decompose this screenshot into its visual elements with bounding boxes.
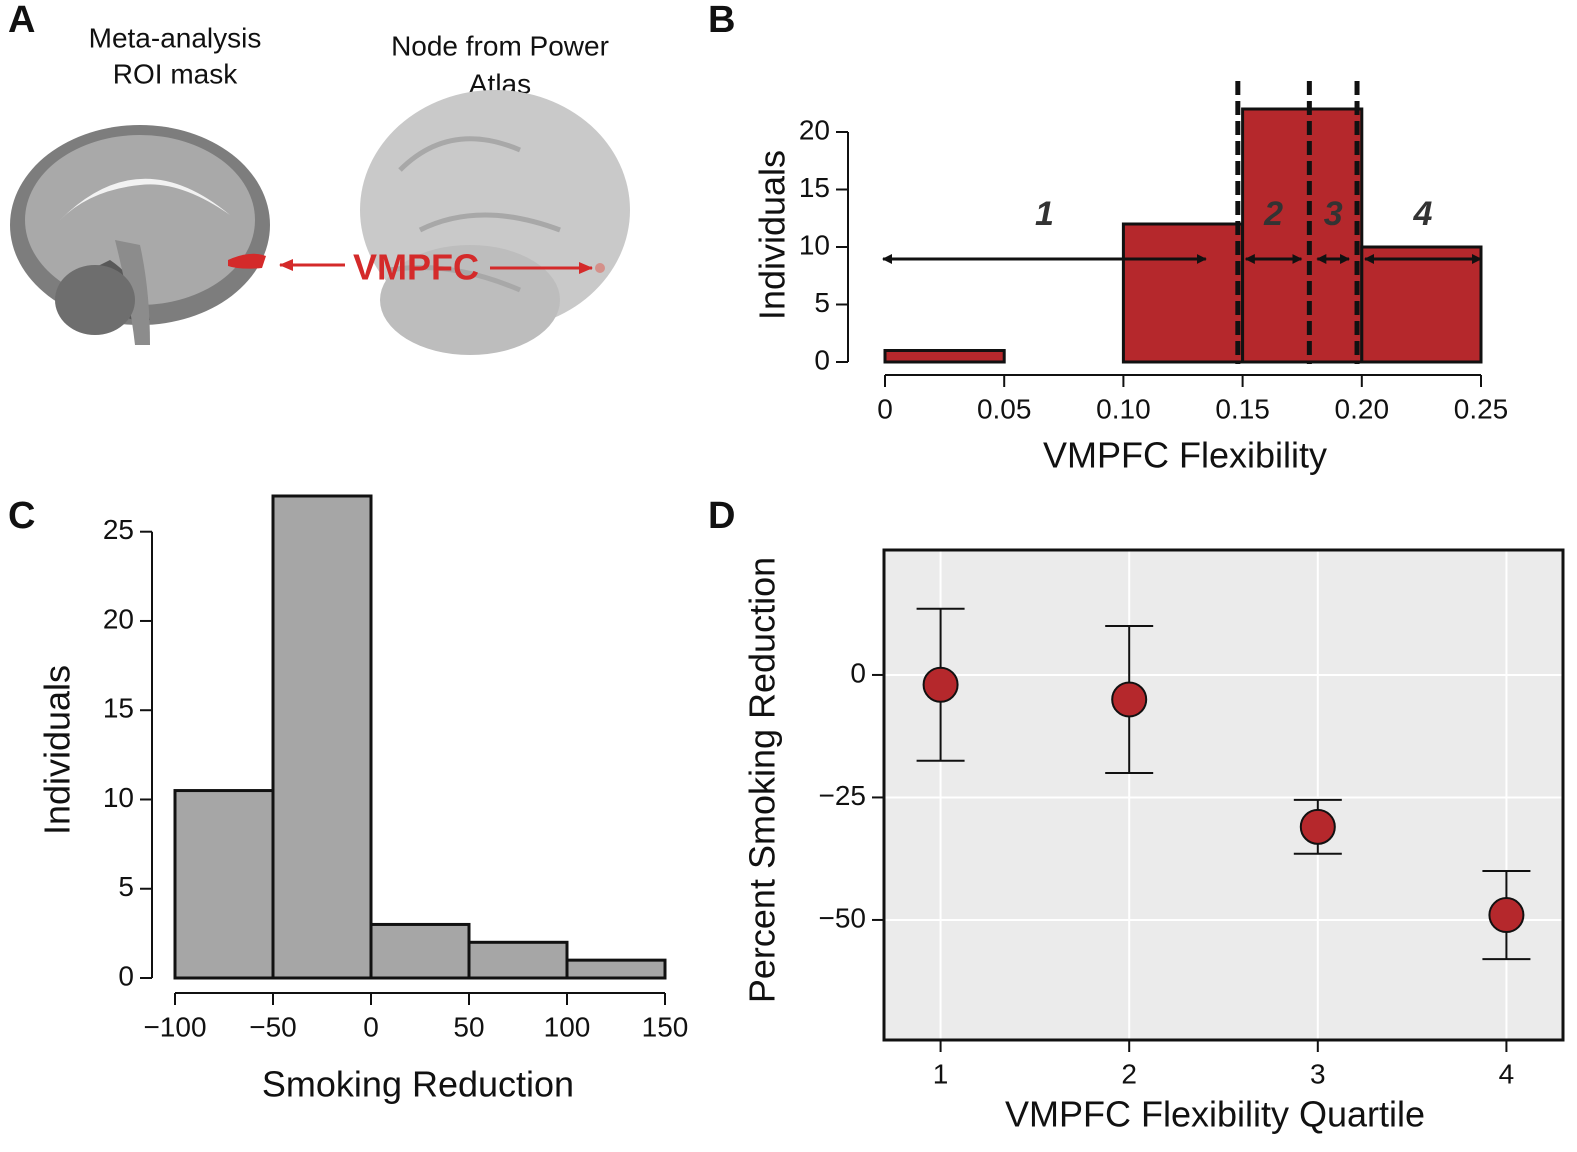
- x-tick-label: −100: [143, 1011, 206, 1042]
- x-tick-label: 0: [877, 393, 893, 424]
- bar: [883, 349, 1006, 364]
- bar: [565, 958, 667, 980]
- y-tick-label: −50: [819, 902, 867, 933]
- y-tick-label: 25: [103, 514, 134, 545]
- y-axis-label: Individuals: [752, 150, 793, 320]
- point: [1488, 897, 1525, 934]
- bar: [1360, 245, 1483, 364]
- x-tick-label: 0.25: [1454, 393, 1509, 424]
- x-tick-label: −50: [249, 1011, 297, 1042]
- quartile-label: 3: [1324, 195, 1343, 233]
- x-tick-label: 3: [1310, 1058, 1326, 1089]
- region-label: VMPFC: [353, 247, 479, 288]
- x-tick-label: 1: [933, 1058, 949, 1089]
- y-tick-label: 20: [799, 114, 830, 145]
- x-axis-label: VMPFC Flexibility: [1043, 435, 1327, 476]
- x-tick-label: 150: [642, 1011, 689, 1042]
- point: [922, 666, 959, 703]
- point: [1111, 681, 1148, 718]
- y-tick-label: 0: [814, 344, 830, 375]
- y-tick-label: 15: [799, 172, 830, 203]
- x-tick-label: 50: [453, 1011, 484, 1042]
- y-tick-label: 10: [799, 229, 830, 260]
- y-tick-label: 0: [118, 960, 134, 991]
- quartile-label: 2: [1263, 195, 1283, 233]
- y-tick-label: 20: [103, 603, 134, 634]
- y-tick-label: 15: [103, 693, 134, 724]
- y-tick-label: 0: [850, 657, 866, 688]
- bar: [1241, 107, 1364, 364]
- x-tick-label: 0.10: [1096, 393, 1151, 424]
- y-tick-label: −25: [819, 780, 867, 811]
- x-tick-label: 100: [544, 1011, 591, 1042]
- surface-brain: [360, 90, 630, 355]
- bar: [1121, 222, 1245, 364]
- y-axis-label: Individuals: [37, 665, 78, 835]
- bar: [173, 789, 275, 980]
- x-tick-label: 2: [1121, 1058, 1137, 1089]
- panel-label: B: [708, 0, 735, 41]
- bar: [467, 940, 569, 980]
- panel-label: A: [8, 0, 35, 41]
- bar: [369, 922, 471, 980]
- x-tick-label: 0.05: [977, 393, 1032, 424]
- plot-frame: [882, 548, 1565, 1042]
- x-tick-label: 0.15: [1215, 393, 1270, 424]
- y-axis-label: Percent Smoking Reduction: [742, 557, 783, 1003]
- caption: Node from Power: [391, 30, 609, 61]
- plot-background: [884, 550, 1563, 1040]
- x-tick-label: 0: [363, 1011, 379, 1042]
- y-tick-label: 10: [103, 782, 134, 813]
- x-axis-label: VMPFC Flexibility Quartile: [1005, 1094, 1425, 1135]
- x-tick-label: 4: [1499, 1058, 1515, 1089]
- x-axis-label: Smoking Reduction: [262, 1064, 574, 1105]
- caption: ROI mask: [113, 58, 238, 89]
- panel-a: A Meta-analysis ROI mask Node from Power…: [8, 0, 630, 355]
- panel-label: D: [708, 495, 735, 537]
- panel-label: C: [8, 495, 35, 537]
- y-tick-label: 5: [118, 871, 134, 902]
- x-tick-label: 0.20: [1335, 393, 1390, 424]
- quartile-label: 1: [1035, 195, 1054, 233]
- point: [1299, 808, 1336, 845]
- y-tick-label: 5: [814, 287, 830, 318]
- caption: Meta-analysis: [89, 22, 262, 53]
- sagittal-brain: [10, 125, 270, 345]
- quartile-label: 4: [1413, 195, 1433, 233]
- bar: [271, 494, 373, 980]
